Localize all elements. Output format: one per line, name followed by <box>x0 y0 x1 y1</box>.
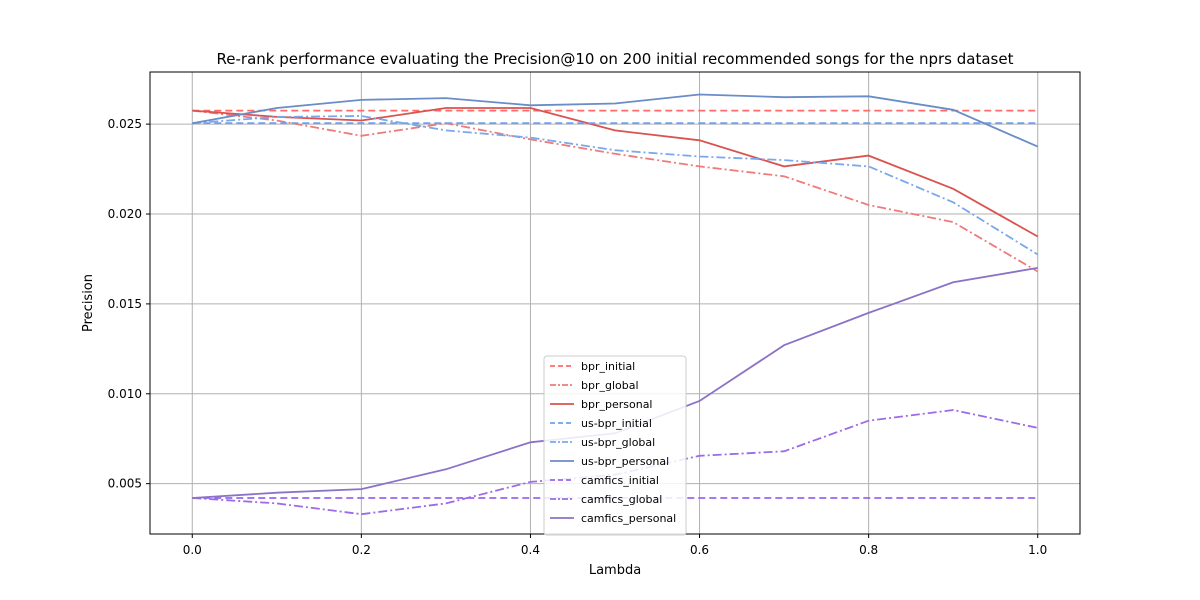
x-tick-label: 0.4 <box>521 543 540 557</box>
y-tick-label: 0.010 <box>108 387 142 401</box>
legend-label-us-bpr_initial: us-bpr_initial <box>581 417 652 430</box>
chart-title: Re-rank performance evaluating the Preci… <box>217 50 1014 68</box>
x-tick-label: 0.2 <box>352 543 371 557</box>
x-tick-label: 0.6 <box>690 543 709 557</box>
y-tick-label: 0.015 <box>108 297 142 311</box>
x-tick-label: 0.8 <box>859 543 878 557</box>
x-tick-label: 1.0 <box>1028 543 1047 557</box>
legend-label-camfics_initial: camfics_initial <box>581 474 659 487</box>
series-line-bpr_global <box>192 109 1039 273</box>
legend-label-bpr_personal: bpr_personal <box>581 398 653 411</box>
legend-label-camfics_global: camfics_global <box>581 493 662 506</box>
legend-label-us-bpr_global: us-bpr_global <box>581 436 655 449</box>
x-axis-label: Lambda <box>589 563 641 578</box>
y-axis-label: Precision <box>81 274 96 332</box>
series-line-us-bpr_global <box>192 115 1039 256</box>
legend-label-us-bpr_personal: us-bpr_personal <box>581 455 669 468</box>
x-tick-label: 0.0 <box>183 543 202 557</box>
y-tick-label: 0.025 <box>108 117 142 131</box>
ticks: 0.0 0.2 0.4 0.6 0.8 1.0 0.005 0.010 0.015 0.020 0.… <box>108 117 1048 557</box>
legend-label-bpr_initial: bpr_initial <box>581 360 635 373</box>
series-line-us-bpr_personal <box>192 93 1039 148</box>
legend-label-camfics_personal: camfics_personal <box>581 512 676 525</box>
grid <box>150 72 1080 534</box>
y-tick-label: 0.020 <box>108 207 142 221</box>
legend: bpr_initial bpr_global bpr_personal us-bpr_… <box>543 355 687 536</box>
series-line-bpr_personal <box>192 107 1039 238</box>
legend-box <box>543 355 687 536</box>
y-tick-label: 0.005 <box>108 477 142 491</box>
legend-label-bpr_global: bpr_global <box>581 379 639 392</box>
